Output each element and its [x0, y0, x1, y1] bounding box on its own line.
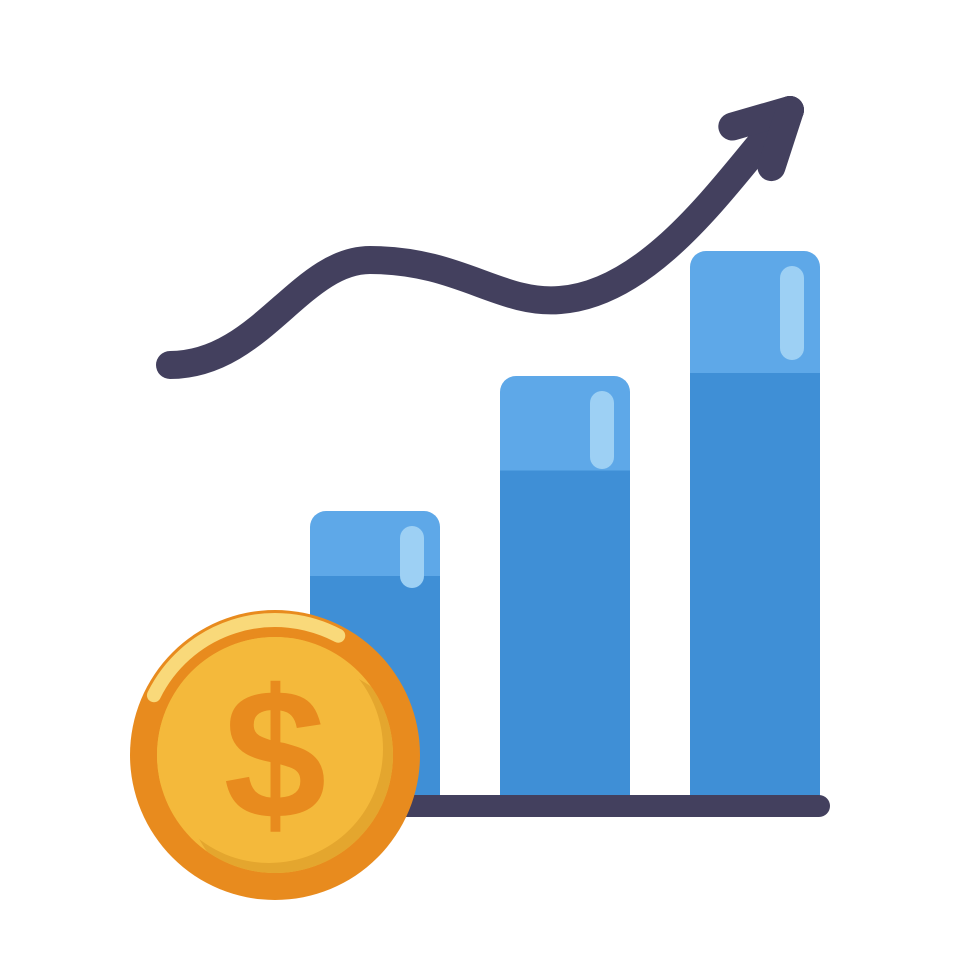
growth-chart-icon: $ — [0, 0, 980, 980]
dollar-symbol: $ — [224, 652, 327, 858]
dollar-coin-icon: $ — [0, 0, 980, 980]
